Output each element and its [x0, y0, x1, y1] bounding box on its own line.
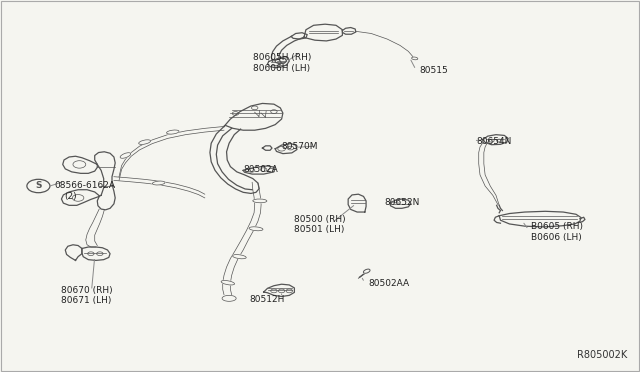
Ellipse shape	[364, 269, 370, 273]
Text: 80502AA: 80502AA	[368, 279, 409, 288]
Text: 80605H (RH): 80605H (RH)	[253, 53, 311, 62]
Text: B0606 (LH): B0606 (LH)	[531, 233, 582, 242]
Text: 80512H: 80512H	[250, 295, 285, 304]
Text: 80501 (LH): 80501 (LH)	[294, 225, 345, 234]
Text: 80670 (RH): 80670 (RH)	[61, 286, 113, 295]
Text: R805002K: R805002K	[577, 350, 627, 360]
Text: 80502A: 80502A	[243, 165, 278, 174]
Text: (2): (2)	[64, 192, 77, 201]
Text: 80671 (LH): 80671 (LH)	[61, 296, 111, 305]
Text: 80606H (LH): 80606H (LH)	[253, 64, 310, 73]
Text: S: S	[35, 182, 42, 190]
Ellipse shape	[249, 227, 263, 231]
Text: 80500 (RH): 80500 (RH)	[294, 215, 346, 224]
Ellipse shape	[232, 254, 246, 259]
Ellipse shape	[152, 181, 165, 185]
Ellipse shape	[166, 130, 179, 134]
Text: 80570M: 80570M	[282, 142, 318, 151]
Text: B0605 (RH): B0605 (RH)	[531, 222, 583, 231]
Text: 08566-6162A: 08566-6162A	[54, 182, 115, 190]
Text: 80652N: 80652N	[384, 198, 419, 207]
Ellipse shape	[221, 280, 234, 285]
Ellipse shape	[139, 140, 150, 144]
Text: 80654N: 80654N	[477, 137, 512, 146]
Ellipse shape	[253, 199, 267, 203]
Text: 80515: 80515	[419, 66, 448, 75]
Ellipse shape	[120, 153, 131, 158]
